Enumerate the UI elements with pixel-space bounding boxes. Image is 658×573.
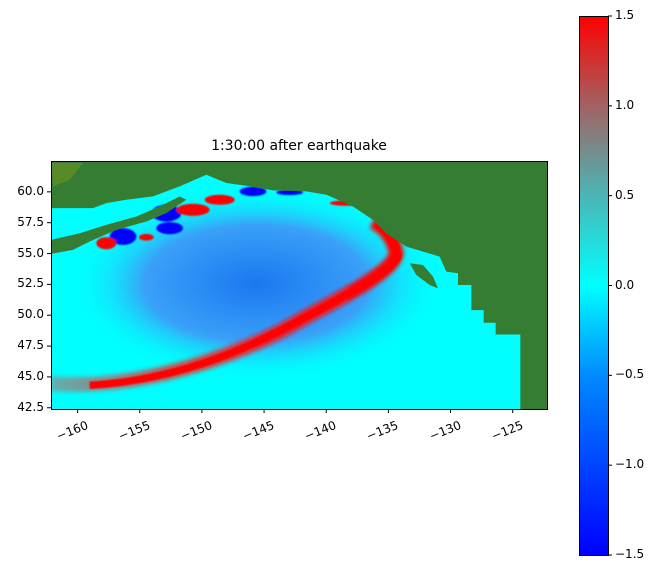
colorbar-tick-label: −1.5 bbox=[615, 547, 645, 561]
colorbar-tick-label: 1.5 bbox=[615, 8, 635, 22]
colorbar-tick-label: 0.5 bbox=[615, 187, 635, 202]
land-island bbox=[409, 263, 438, 289]
colorbar-tick-label: −1.0 bbox=[615, 457, 645, 472]
land-mainland bbox=[51, 161, 547, 409]
y-tick-label: 52.5 bbox=[17, 276, 44, 291]
land-highlands bbox=[51, 163, 83, 187]
y-tick-label: 57.5 bbox=[17, 214, 44, 229]
colorbar-ticks bbox=[608, 15, 612, 556]
y-tick-label: 60.0 bbox=[17, 183, 44, 198]
chart-title: 1:30:00 after earthquake bbox=[211, 138, 387, 154]
y-tick-label: 50.0 bbox=[17, 307, 44, 322]
colorbar-tick-label: −0.5 bbox=[615, 367, 645, 382]
colorbar-tick-label: 1.0 bbox=[615, 97, 635, 112]
land-peninsula bbox=[51, 196, 187, 254]
y-tick-label: 42.5 bbox=[17, 399, 44, 414]
y-tick-label: 47.5 bbox=[17, 338, 44, 353]
trough-region bbox=[69, 186, 444, 381]
y-tick-label: 45.0 bbox=[17, 368, 44, 383]
colorbar bbox=[579, 16, 608, 555]
plot-frame bbox=[51, 161, 548, 410]
x-ticks bbox=[77, 409, 514, 413]
y-tick-label: 55.0 bbox=[17, 245, 44, 260]
wavefront bbox=[89, 220, 402, 389]
y-ticks bbox=[47, 191, 51, 409]
map-area bbox=[51, 161, 547, 409]
colorbar-tick-label: 0.0 bbox=[615, 277, 635, 292]
